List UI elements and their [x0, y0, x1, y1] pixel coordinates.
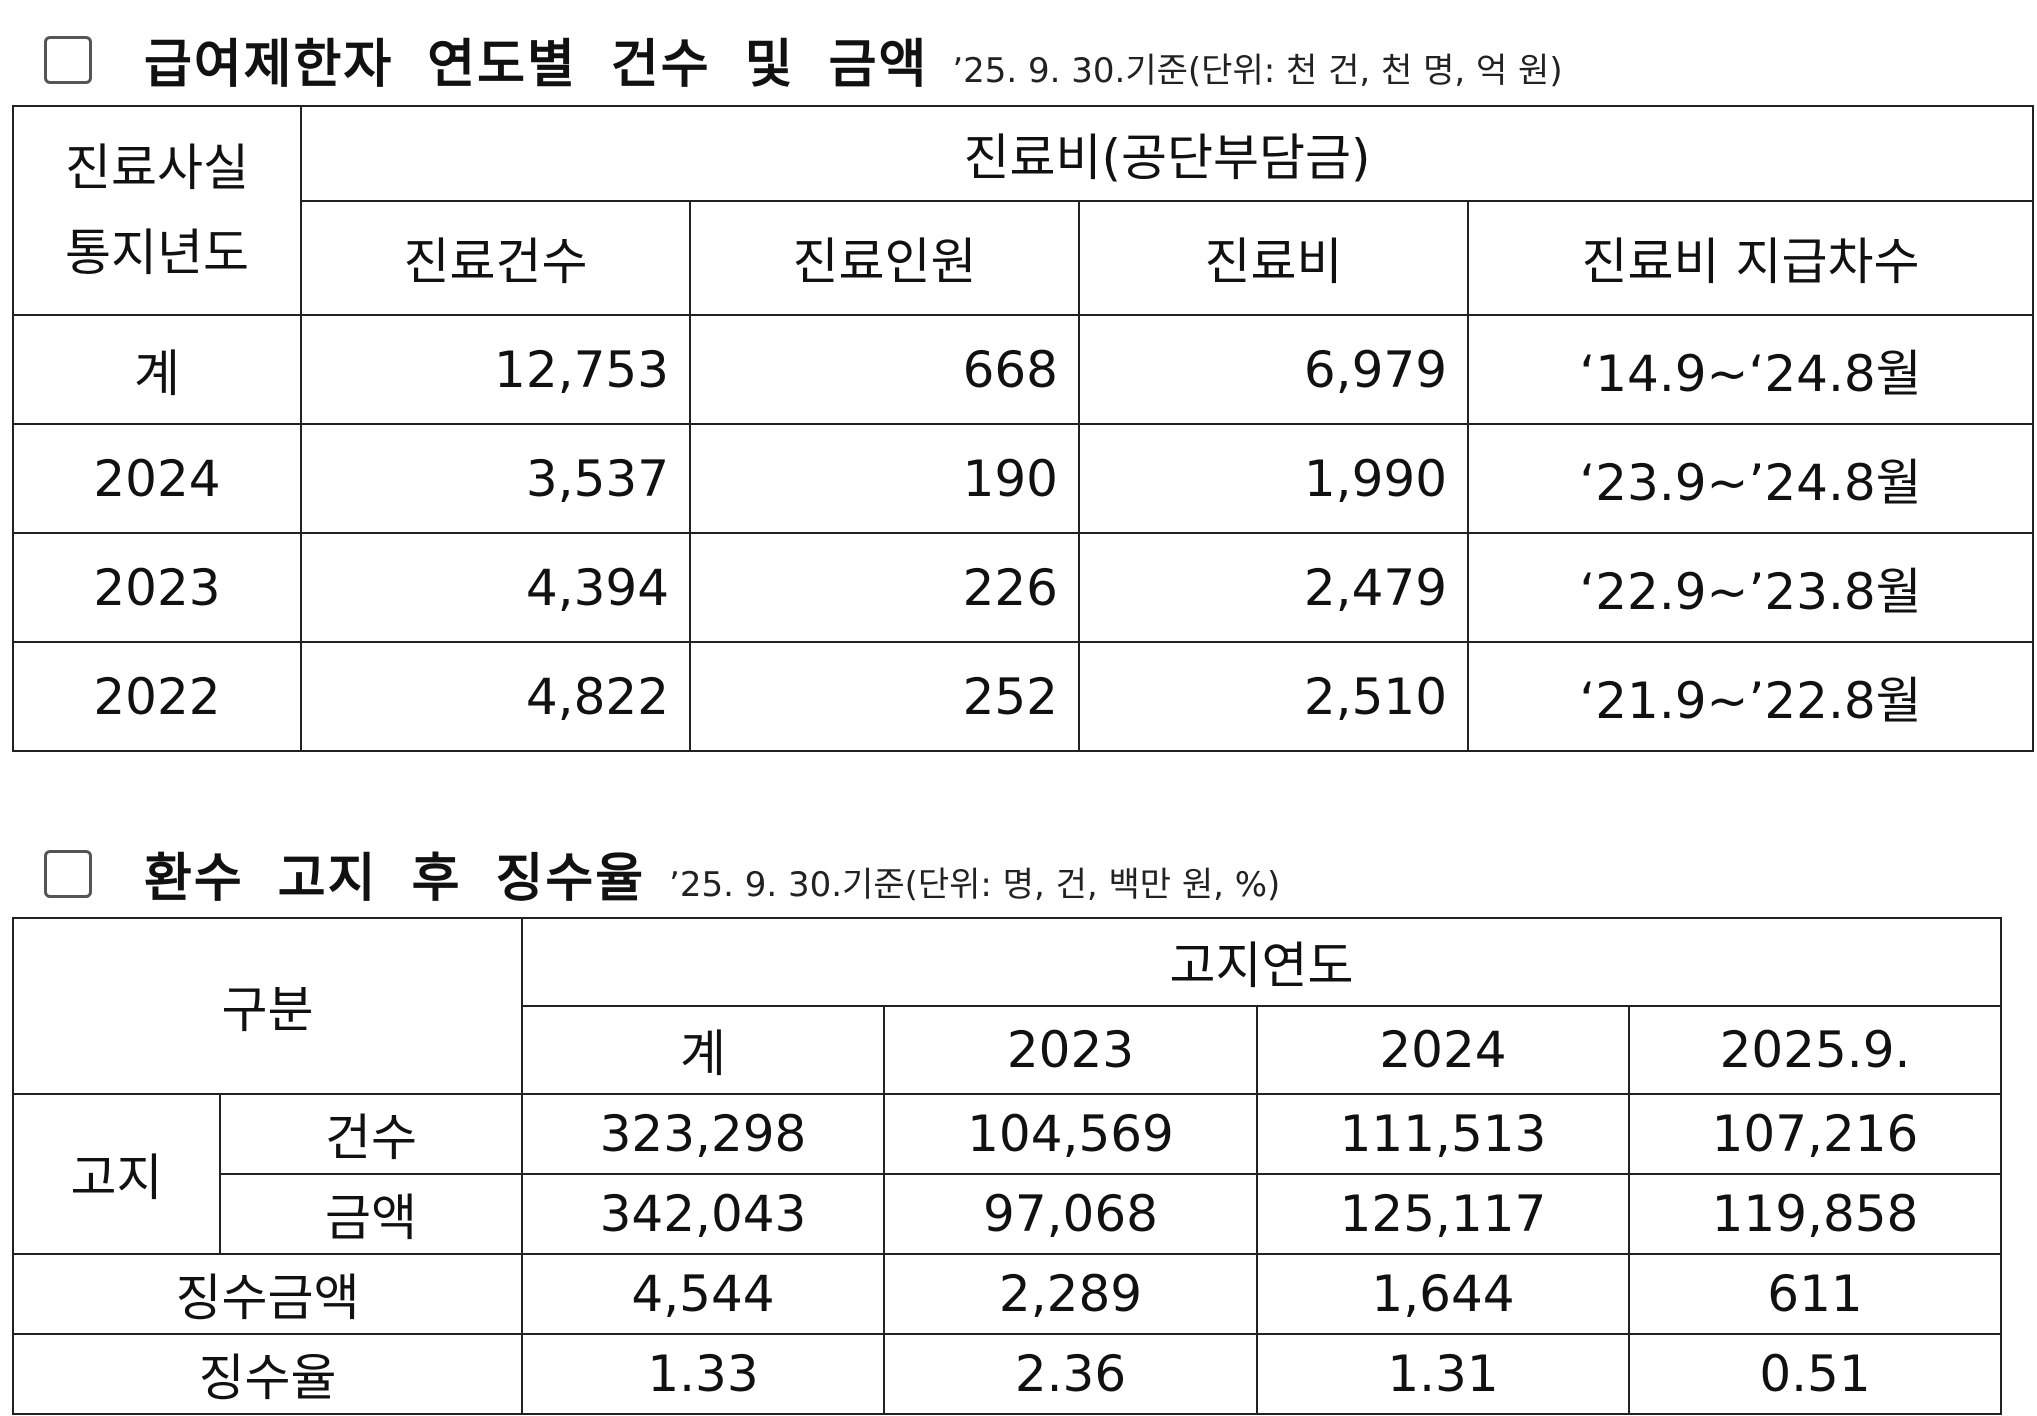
section1-heading: 급여제한자 연도별 건수 및 금액 ’25. 9. 30.기준(단위: 천 건,… [44, 22, 1563, 97]
col-header: 계 [521, 1005, 885, 1095]
col-header: 진료비 [1078, 200, 1469, 316]
group-header: 고지연도 [521, 917, 2002, 1007]
cost-cell: 2,479 [1078, 532, 1469, 643]
row-label-line1: 진료사실 [65, 138, 249, 197]
value-cell: 119,858 [1628, 1173, 2002, 1255]
cases-cell: 4,822 [300, 641, 691, 752]
value-cell: 104,569 [883, 1093, 1258, 1175]
value-cell: 2,289 [883, 1253, 1258, 1335]
value-cell: 125,117 [1256, 1173, 1630, 1255]
section2-note: ’25. 9. 30.기준(단위: 명, 건, 백만 원, %) [669, 865, 1281, 905]
value-cell: 1.31 [1256, 1333, 1630, 1415]
table-row: 2023 4,394 226 2,479 ‘22.9~’23.8월 [12, 532, 2035, 643]
section1-title: 급여제한자 연도별 건수 및 금액 [144, 35, 929, 95]
col-header: 2025.9. [1628, 1005, 2002, 1095]
cases-cell: 3,537 [300, 423, 691, 534]
section1-note: ’25. 9. 30.기준(단위: 천 건, 천 명, 억 원) [952, 51, 1563, 91]
people-cell: 668 [689, 314, 1080, 425]
value-cell: 2.36 [883, 1333, 1258, 1415]
cost-cell: 2,510 [1078, 641, 1469, 752]
value-cell: 323,298 [521, 1093, 885, 1175]
table-row: 금액 342,043 97,068 125,117 119,858 [13, 1173, 2002, 1255]
group-header: 진료비(공단부담금) [299, 105, 2035, 202]
value-cell: 342,043 [521, 1173, 885, 1255]
checkbox-icon [44, 849, 92, 898]
table-row: 징수율 1.33 2.36 1.31 0.51 [12, 1333, 2002, 1415]
year-cell: 2023 [12, 532, 302, 643]
collection-rate-table: 구분 고지연도 계 2023 2024 2025.9. 고지 건수 323,29… [12, 917, 2002, 1415]
value-cell: 107,216 [1628, 1093, 2002, 1175]
cases-cell: 4,394 [300, 532, 691, 643]
section2-title: 환수 고지 후 징수율 [144, 849, 646, 909]
table-row: 2024 3,537 190 1,990 ‘23.9~’24.8월 [12, 423, 2035, 534]
table-row: 2022 4,822 252 2,510 ‘21.9~’22.8월 [12, 641, 2035, 752]
period-cell: ‘23.9~’24.8월 [1466, 423, 2035, 534]
value-cell: 111,513 [1256, 1093, 1630, 1175]
col-header: 2024 [1256, 1005, 1630, 1095]
year-cell: 2024 [12, 423, 302, 534]
period-cell: ‘21.9~’22.8월 [1466, 641, 2035, 752]
notice-label: 고지 [12, 1093, 221, 1255]
value-cell: 1.33 [521, 1333, 885, 1415]
col-header: 2023 [883, 1005, 1258, 1095]
category-header: 구분 [12, 917, 523, 1095]
period-cell: ‘22.9~’23.8월 [1466, 532, 2035, 643]
value-cell: 611 [1628, 1253, 2002, 1335]
restriction-table: 진료사실 통지년도 진료비(공단부담금) 진료건수 진료인원 진료비 진료비 지… [12, 105, 2035, 752]
value-cell: 97,068 [883, 1173, 1258, 1255]
row-label: 금액 [219, 1173, 523, 1255]
table-row: 계 12,753 668 6,979 ‘14.9~‘24.8월 [12, 314, 2035, 425]
people-cell: 252 [689, 641, 1080, 752]
people-cell: 190 [689, 423, 1080, 534]
cost-cell: 1,990 [1078, 423, 1469, 534]
row-label: 징수금액 [12, 1253, 523, 1335]
period-cell: ‘14.9~‘24.8월 [1466, 314, 2035, 425]
col-header: 진료인원 [689, 200, 1080, 316]
year-cell: 계 [12, 314, 302, 425]
row-label: 징수율 [12, 1333, 523, 1415]
row-label-line2: 통지년도 [65, 223, 249, 282]
cases-cell: 12,753 [300, 314, 691, 425]
value-cell: 0.51 [1628, 1333, 2002, 1415]
cost-cell: 6,979 [1078, 314, 1469, 425]
people-cell: 226 [689, 532, 1080, 643]
col-header: 진료건수 [300, 200, 691, 316]
value-cell: 4,544 [521, 1253, 885, 1335]
table-row: 고지 건수 323,298 104,569 111,513 107,216 [12, 1093, 2002, 1255]
col-header: 진료비 지급차수 [1466, 200, 2035, 316]
row-label-header: 진료사실 통지년도 [12, 105, 302, 316]
section2-heading: 환수 고지 후 징수율 ’25. 9. 30.기준(단위: 명, 건, 백만 원… [44, 836, 1280, 911]
checkbox-icon [44, 35, 92, 84]
table-row: 징수금액 4,544 2,289 1,644 611 [12, 1253, 2002, 1335]
year-cell: 2022 [12, 641, 302, 752]
row-label: 건수 [219, 1093, 523, 1175]
value-cell: 1,644 [1256, 1253, 1630, 1335]
